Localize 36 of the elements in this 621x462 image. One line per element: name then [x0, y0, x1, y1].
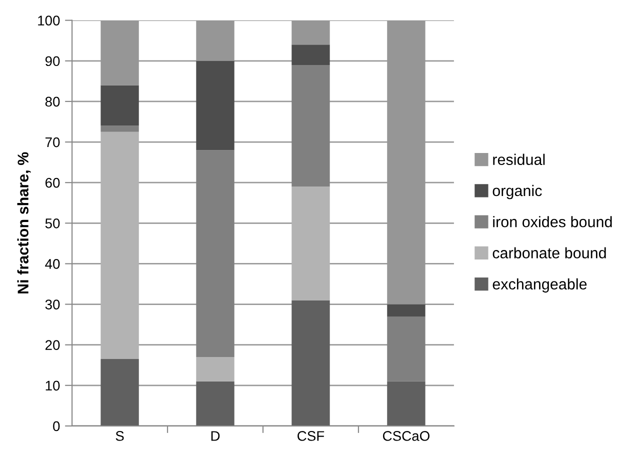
bar — [292, 300, 330, 426]
x-tick-label: D — [211, 431, 220, 441]
x-tick-label: CSCaO — [382, 431, 430, 441]
y-tick-label: 30 — [45, 300, 60, 310]
y-tick-label: 50 — [45, 218, 60, 228]
bar — [196, 381, 234, 426]
bar — [387, 381, 426, 426]
y-tick-label: 40 — [45, 259, 60, 269]
y-tick-label: 90 — [45, 56, 60, 66]
y-tick-label: 100 — [38, 16, 60, 26]
y-tick-label: 60 — [45, 178, 60, 188]
legend-label: residual — [493, 154, 545, 166]
bar — [196, 60, 234, 150]
bar — [196, 150, 234, 358]
legend-label: organic — [492, 184, 542, 200]
x-tick-label: CSF — [298, 431, 324, 441]
legend-label: iron oxides bound — [493, 216, 612, 228]
y-tick-label: 10 — [46, 380, 60, 391]
y-tick-label: 80 — [45, 96, 60, 107]
bar — [387, 316, 426, 382]
bar — [387, 304, 426, 316]
x-tick-label: S — [116, 431, 124, 441]
y-tick-label: 70 — [45, 137, 60, 148]
bar — [100, 85, 139, 126]
bar — [292, 186, 330, 300]
legend-label: carbonate bound — [492, 247, 606, 258]
bar — [100, 359, 139, 426]
y-tick-label: 20 — [45, 340, 60, 350]
y-axis-title: Ni fraction share, % — [17, 152, 31, 294]
bar — [196, 357, 234, 382]
legend-label: exchangeable — [492, 278, 587, 293]
y-tick-label: 0 — [53, 421, 60, 432]
bar — [100, 126, 139, 132]
bar — [100, 132, 139, 360]
bar — [292, 64, 330, 187]
bar — [292, 44, 330, 65]
